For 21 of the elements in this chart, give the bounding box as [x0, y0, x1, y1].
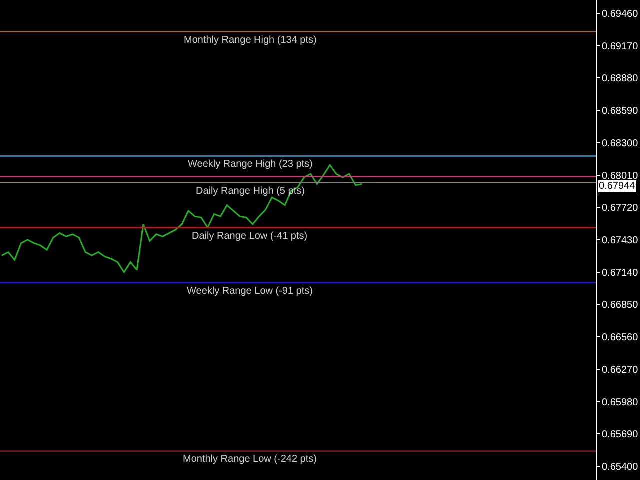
- ref-line-label: Weekly Range High (23 pts): [188, 159, 313, 170]
- y-tick-label: 0.69460: [602, 8, 639, 20]
- y-tick-label: 0.67720: [602, 203, 639, 214]
- ref-line-label: 0.67944: [599, 181, 636, 192]
- y-tick-label: 0.66850: [602, 300, 639, 312]
- y-tick-label: 0.66270: [602, 364, 639, 376]
- ref-line-label: Daily Range Low (-41 pts): [192, 231, 308, 242]
- y-tick-label: 0.65400: [602, 462, 639, 474]
- y-tick-label: 0.68010: [602, 170, 639, 182]
- ref-line-label: Monthly Range Low (-242 pts): [183, 454, 317, 465]
- ref-line-label: Weekly Range Low (-91 pts): [187, 286, 313, 297]
- y-tick-label: 0.66560: [602, 332, 639, 344]
- y-tick-label: 0.65690: [602, 430, 639, 441]
- y-tick-label: 0.69170: [602, 41, 639, 52]
- y-tick-label: 0.68300: [602, 138, 639, 150]
- y-tick-label: 0.65980: [602, 397, 639, 408]
- ref-line-label: Monthly Range High (134 pts): [184, 35, 317, 46]
- y-tick-label: 0.68590: [602, 106, 639, 118]
- y-tick-label: 0.67430: [602, 236, 639, 246]
- y-tick-label: 0.67140: [602, 268, 639, 279]
- y-tick-label: 0.68880: [602, 74, 639, 85]
